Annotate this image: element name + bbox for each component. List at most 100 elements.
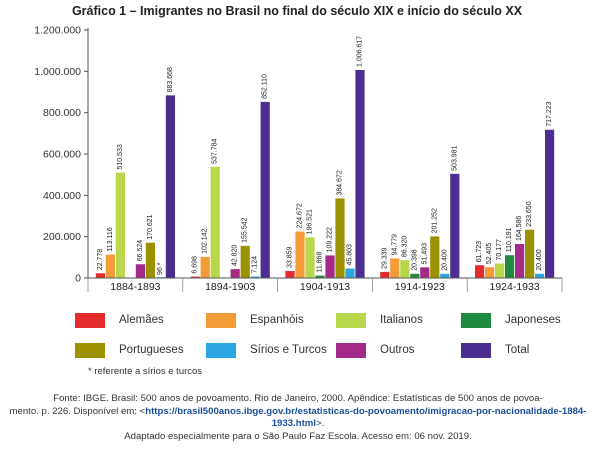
bar-espanh-is bbox=[485, 267, 495, 278]
legend-label: Alemães bbox=[119, 314, 164, 326]
bars bbox=[95, 69, 555, 279]
bar-alem-es bbox=[95, 273, 105, 278]
data-label: 45.803 bbox=[347, 244, 354, 266]
bar-outros bbox=[420, 267, 430, 278]
legend-swatch bbox=[75, 343, 105, 358]
data-label: 170.621 bbox=[147, 214, 154, 239]
legend-swatch bbox=[75, 313, 105, 328]
data-label: 66.524 bbox=[137, 240, 144, 262]
bar-italianos bbox=[210, 166, 220, 278]
bar-japoneses bbox=[505, 255, 515, 278]
source-line-2: mento. p. 226. Disponível em: <https://b… bbox=[8, 406, 588, 431]
data-label: 7.124 bbox=[252, 256, 259, 274]
y-axis: 0 200.000 400.000 600.000 800.000 1.000.000 1.… bbox=[34, 25, 89, 285]
y-tick-label: 0 bbox=[75, 273, 81, 285]
data-label: 164.586 bbox=[516, 216, 523, 241]
legend-label: Japoneses bbox=[505, 314, 561, 326]
data-label: 510.533 bbox=[117, 144, 124, 169]
data-label: 20.400 bbox=[536, 249, 543, 271]
data-label: 224.672 bbox=[297, 203, 304, 228]
data-label: 33.859 bbox=[287, 246, 294, 268]
data-label: 96 * bbox=[157, 262, 164, 275]
bar-portugueses bbox=[240, 245, 250, 278]
legend-label: Outros bbox=[380, 344, 415, 356]
bar-outros bbox=[135, 264, 145, 278]
y-tick-label: 800.000 bbox=[43, 107, 81, 119]
source-link[interactable]: https://brasil500anos.ibge.gov.br/estati… bbox=[145, 405, 587, 430]
data-label: 20.398 bbox=[411, 249, 418, 271]
legend-label: Sírios e Turcos bbox=[250, 344, 327, 356]
legend-swatch bbox=[206, 313, 236, 328]
data-label: 883.668 bbox=[167, 67, 174, 92]
data-label: 86.320 bbox=[401, 236, 408, 258]
bar-total bbox=[165, 95, 175, 279]
bar-espanh-is bbox=[295, 231, 305, 278]
bar-outros bbox=[325, 255, 335, 278]
data-label: 384.672 bbox=[337, 170, 344, 195]
footnote: * referente a sírios e turcos bbox=[88, 366, 203, 377]
bar-espanh-is bbox=[105, 254, 115, 278]
data-label: 29.339 bbox=[381, 247, 388, 269]
legend-swatch bbox=[461, 313, 491, 328]
bar-total bbox=[545, 129, 555, 278]
bar-japoneses bbox=[315, 275, 325, 278]
data-label: 717.223 bbox=[546, 101, 553, 126]
data-label: 196.521 bbox=[307, 209, 314, 234]
bar-italianos bbox=[115, 172, 125, 278]
bar-s-rios-e-turcos bbox=[250, 276, 260, 278]
y-tick-label: 600.000 bbox=[43, 149, 81, 161]
bar-portugueses bbox=[335, 198, 345, 278]
data-label: 11.868 bbox=[317, 252, 324, 273]
data-label: 852.110 bbox=[262, 74, 269, 99]
bar-portugueses bbox=[145, 242, 155, 278]
data-label: 70.177 bbox=[496, 239, 503, 261]
bar-outros bbox=[230, 269, 240, 278]
legend-swatch bbox=[336, 343, 366, 358]
data-label: 110.191 bbox=[506, 227, 513, 252]
data-label: 201.252 bbox=[431, 208, 438, 233]
x-category-label: 1924-1933 bbox=[489, 281, 539, 293]
bar-italianos bbox=[305, 237, 315, 278]
bar-chart: 0 200.000 400.000 600.000 800.000 1.000.000 1.… bbox=[34, 25, 563, 293]
legend-swatch bbox=[336, 313, 366, 328]
source-line-1: Fonte: IBGE. Brasil: 500 anos de povoame… bbox=[53, 393, 543, 404]
data-label: 503.981 bbox=[451, 145, 458, 170]
bar-alem-es bbox=[190, 276, 200, 278]
data-label: 233.650 bbox=[526, 201, 533, 226]
x-category-label: 1894-1903 bbox=[205, 281, 255, 293]
bar-alem-es bbox=[380, 271, 390, 278]
bar-portugueses bbox=[430, 236, 440, 278]
bar-alem-es bbox=[285, 271, 295, 278]
data-label: 6.698 bbox=[192, 256, 199, 274]
bar-alem-es bbox=[475, 265, 485, 278]
bar-espanh-is bbox=[390, 258, 400, 278]
data-label: 22.778 bbox=[97, 249, 104, 271]
x-category-label: 1904-1913 bbox=[300, 281, 350, 293]
bar-italianos bbox=[400, 260, 410, 278]
bar-outros bbox=[515, 243, 525, 278]
source-note: Fonte: IBGE. Brasil: 500 anos de povoame… bbox=[8, 393, 588, 443]
data-label: 51.493 bbox=[421, 243, 428, 265]
data-label: 109.222 bbox=[327, 227, 334, 252]
y-tick-label: 200.000 bbox=[43, 231, 81, 243]
data-label: 42.820 bbox=[232, 245, 239, 267]
x-category-label: 1884-1893 bbox=[110, 281, 160, 293]
chart-title: Gráfico 1 – Imigrantes no Brasil no fina… bbox=[71, 4, 523, 18]
legend-swatch bbox=[206, 343, 236, 358]
legend-label: Italianos bbox=[380, 314, 423, 326]
source-suffix: >. bbox=[315, 418, 325, 429]
data-label: 102.142 bbox=[202, 228, 209, 253]
bar-total bbox=[355, 69, 365, 278]
source-line-3: Adaptado especialmente para o São Paulo … bbox=[124, 430, 472, 442]
legend-label: Portugueses bbox=[119, 344, 184, 356]
legend-label: Espanhóis bbox=[250, 314, 304, 326]
bar-s-rios-e-turcos bbox=[535, 273, 545, 278]
legend-label: Total bbox=[505, 344, 530, 356]
bar-espanh-is bbox=[200, 256, 210, 278]
data-label: 52.405 bbox=[486, 243, 493, 265]
x-axis: 1884-1893 1894-1903 1904-1913 1914-1923 1924… bbox=[87, 277, 563, 293]
bar-s-rios-e-turcos bbox=[345, 268, 355, 278]
bar-italianos bbox=[495, 263, 505, 278]
bar-total bbox=[260, 101, 270, 278]
bar-s-rios-e-turcos bbox=[440, 273, 450, 278]
